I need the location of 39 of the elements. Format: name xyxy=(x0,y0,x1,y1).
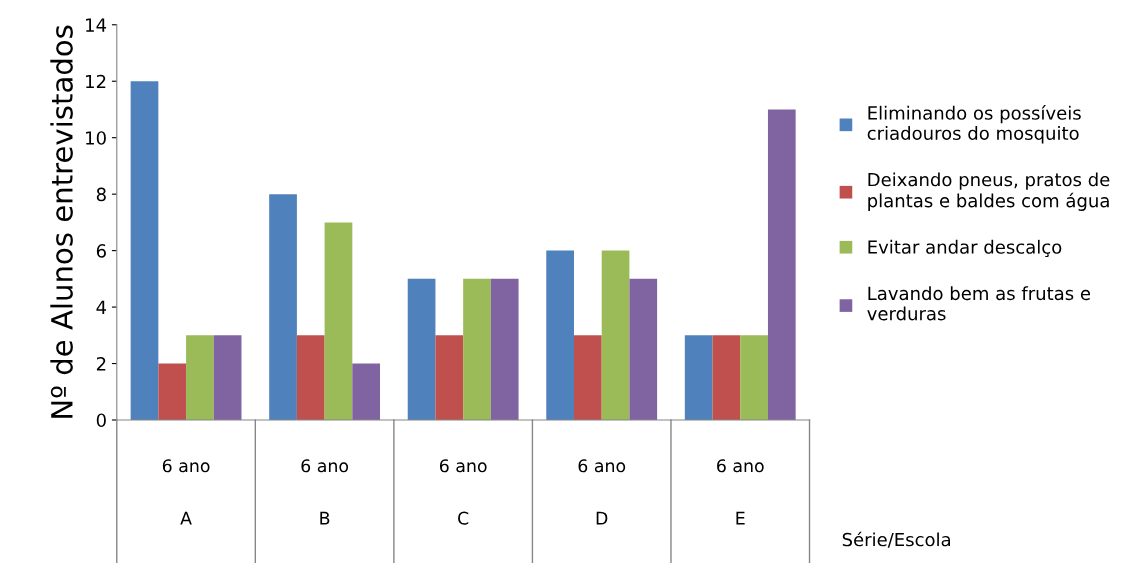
y-tick-label: 8 xyxy=(96,187,106,202)
bar xyxy=(269,194,297,420)
y-axis-title: Nº de Alunos entrevistados xyxy=(50,25,73,418)
bar xyxy=(213,335,242,420)
bar xyxy=(186,335,214,420)
bar xyxy=(573,335,602,420)
bar xyxy=(740,335,768,420)
category-label: 6 ano E xyxy=(717,459,764,525)
bar xyxy=(435,335,464,420)
bar xyxy=(158,363,187,420)
bar xyxy=(130,81,159,420)
y-tick-label: 0 xyxy=(96,413,106,428)
legend-label: Deixando pneus, pratos de plantas e baldes com água xyxy=(868,172,1110,211)
category-label: 6 ano D xyxy=(578,459,626,525)
y-tick-label: 4 xyxy=(96,300,107,314)
legend-label: Eliminando os possíveis criadouros do mosquito xyxy=(867,105,1081,144)
y-tick-label: 12 xyxy=(86,74,106,89)
bar xyxy=(407,278,436,420)
text: Série/Escola xyxy=(842,531,951,548)
legend-label: Lavando bem as frutas e verduras xyxy=(867,286,1091,321)
y-tick-label: 14 xyxy=(86,18,107,32)
y-tick-label: 2 xyxy=(96,357,106,371)
y-tick-label: 6 xyxy=(96,244,106,258)
category-label: 6 ano A xyxy=(162,459,210,525)
legend-label: Evitar andar descalço xyxy=(868,239,1062,258)
bar xyxy=(296,335,325,420)
category-label: 6 ano B xyxy=(301,459,349,525)
bar xyxy=(684,335,713,420)
y-tick-label: 10 xyxy=(86,131,106,145)
bar xyxy=(601,250,630,420)
bar xyxy=(546,250,574,420)
bar xyxy=(490,278,519,420)
category-label: 6 ano C xyxy=(439,459,487,525)
bar xyxy=(352,363,381,420)
bar xyxy=(463,278,491,420)
bar xyxy=(629,278,658,420)
bar xyxy=(324,222,353,420)
bar xyxy=(767,109,796,420)
bar xyxy=(712,335,741,420)
